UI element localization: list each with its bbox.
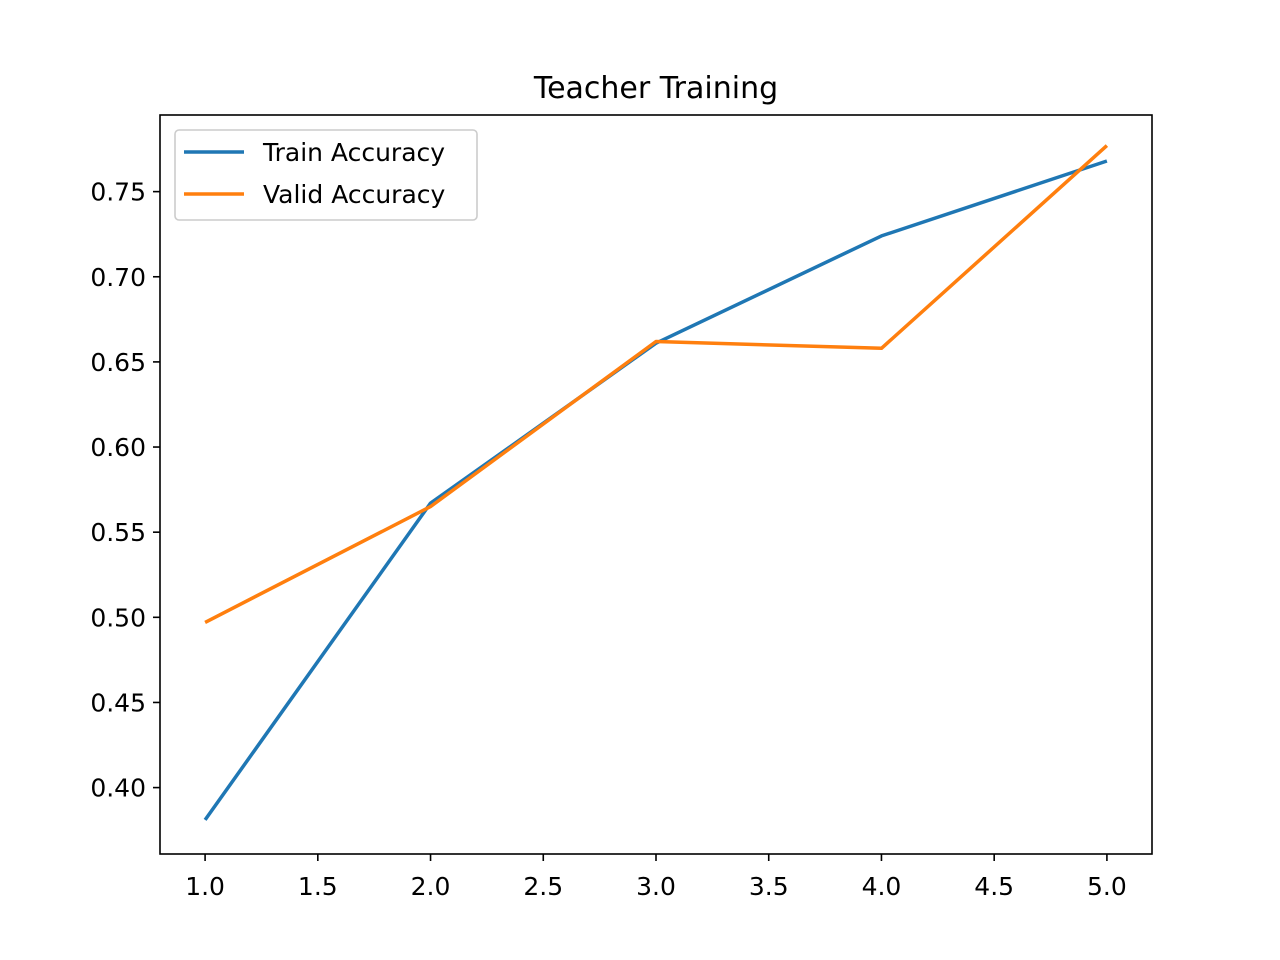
legend-box: [174, 129, 478, 221]
x-tick-label: 5.0: [1087, 872, 1127, 901]
plot-frame: [159, 114, 1153, 855]
legend-label-train: Train Accuracy: [262, 138, 445, 167]
y-tick-label: 0.65: [90, 348, 146, 377]
y-tick-label: 0.60: [90, 433, 146, 462]
x-tick-label: 1.5: [298, 872, 338, 901]
y-tick-label: 0.45: [90, 688, 146, 717]
plot-lines: [203, 144, 1109, 821]
x-tick-label: 3.5: [749, 872, 789, 901]
y-tick-label: 0.55: [90, 518, 146, 547]
y-axis: 0.40 0.45 0.50 0.55 0.60 0.65 0.70 0.75: [90, 178, 160, 803]
x-tick-label: 4.5: [974, 872, 1014, 901]
legend: Train Accuracy Valid Accuracy: [174, 129, 478, 221]
y-tick-label: 0.50: [90, 603, 146, 632]
x-axis: 1.0 1.5 2.0 2.5 3.0 3.5 4.0 4.5 5.0: [185, 854, 1127, 901]
x-tick-label: 1.0: [185, 872, 225, 901]
x-tick-label: 4.0: [862, 872, 902, 901]
series-line-valid-accuracy: [204, 144, 1109, 624]
chart-title: Teacher Training: [533, 71, 778, 106]
x-tick-label: 2.5: [523, 872, 563, 901]
legend-label-valid: Valid Accuracy: [263, 180, 446, 209]
y-tick-label: 0.40: [90, 774, 146, 803]
x-tick-label: 2.0: [411, 872, 451, 901]
y-tick-label: 0.75: [90, 178, 146, 207]
y-tick-label: 0.70: [90, 263, 146, 292]
x-tick-label: 3.0: [636, 872, 676, 901]
